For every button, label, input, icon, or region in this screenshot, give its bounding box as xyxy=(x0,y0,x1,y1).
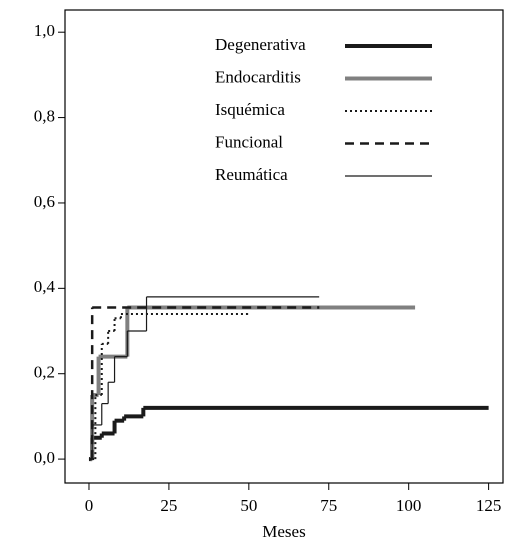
y-tick-label: 0,2 xyxy=(34,363,55,382)
x-tick-label: 125 xyxy=(476,496,502,515)
y-tick-label: 0,4 xyxy=(34,277,56,296)
y-tick-label: 1,0 xyxy=(34,21,55,40)
x-tick-label: 25 xyxy=(160,496,177,515)
legend-label: Reumática xyxy=(215,165,288,184)
y-tick-label: 0,0 xyxy=(34,448,55,467)
legend-label: Funcional xyxy=(215,132,283,151)
y-tick-label: 0,8 xyxy=(34,106,55,125)
x-tick-label: 100 xyxy=(396,496,422,515)
x-tick-label: 0 xyxy=(85,496,94,515)
legend-label: Endocarditis xyxy=(215,67,301,86)
legend-label: Degenerativa xyxy=(215,35,306,54)
plot-frame xyxy=(64,9,504,484)
x-tick-label: 75 xyxy=(320,496,337,515)
legend-label: Isquémica xyxy=(215,100,285,119)
x-axis-label: Meses xyxy=(262,522,305,541)
y-tick-label: 0,6 xyxy=(34,192,55,211)
x-tick-label: 50 xyxy=(240,496,257,515)
